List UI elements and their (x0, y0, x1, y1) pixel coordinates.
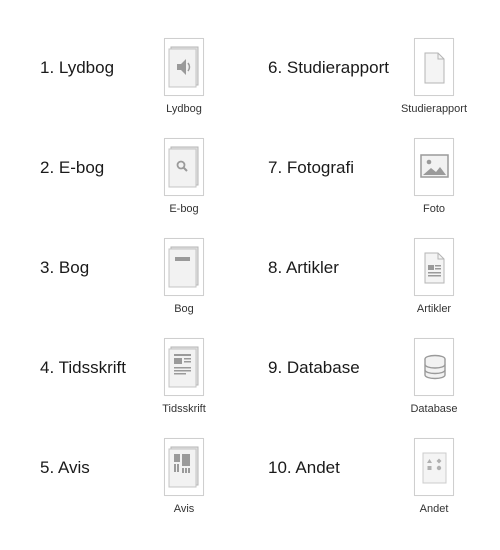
journal-icon (168, 346, 199, 388)
report-card[interactable] (414, 38, 454, 96)
photo-icon (420, 154, 449, 178)
item-label-newspaper: 5. Avis (40, 458, 90, 477)
photo-card[interactable] (414, 138, 454, 196)
ebook-card[interactable] (164, 138, 204, 196)
item-label-other: 10. Andet (268, 458, 340, 477)
item-label-photo: 7. Fotografi (268, 158, 354, 177)
caption-other: Andet (419, 503, 449, 515)
caption-database: Database (410, 403, 458, 415)
caption-newspaper: Avis (173, 503, 195, 515)
item-label-database: 9. Database (268, 358, 360, 377)
caption-photo: Foto (422, 203, 445, 215)
item-label-journal: 4. Tidsskrift (40, 358, 126, 377)
caption-report: Studierapport (400, 103, 468, 115)
caption-article: Artikler (416, 303, 452, 315)
database-card[interactable] (414, 338, 454, 396)
item-label-audiobook: 1. Lydbog (40, 58, 115, 77)
item-label-book: 3. Bog (40, 258, 90, 277)
article-card[interactable] (414, 238, 454, 296)
article-icon (424, 252, 445, 284)
database-icon (424, 354, 446, 380)
item-label-report: 6. Studierapport (268, 58, 389, 77)
report-icon (424, 52, 445, 84)
other-card[interactable] (414, 438, 454, 496)
book-card[interactable] (164, 238, 204, 296)
other-icon (422, 452, 447, 484)
newspaper-card[interactable] (164, 438, 204, 496)
caption-journal: Tidsskrift (162, 403, 206, 415)
audiobook-icon (168, 46, 199, 88)
caption-ebook: E-bog (169, 203, 199, 215)
caption-audiobook: Lydbog (166, 103, 202, 115)
item-label-ebook: 2. E-bog (40, 158, 105, 177)
caption-book: Bog (174, 303, 194, 315)
ebook-icon (168, 146, 199, 188)
journal-card[interactable] (164, 338, 204, 396)
audiobook-card[interactable] (164, 38, 204, 96)
newspaper-icon (168, 446, 199, 488)
item-label-article: 8. Artikler (268, 258, 339, 277)
book-icon (168, 246, 199, 288)
